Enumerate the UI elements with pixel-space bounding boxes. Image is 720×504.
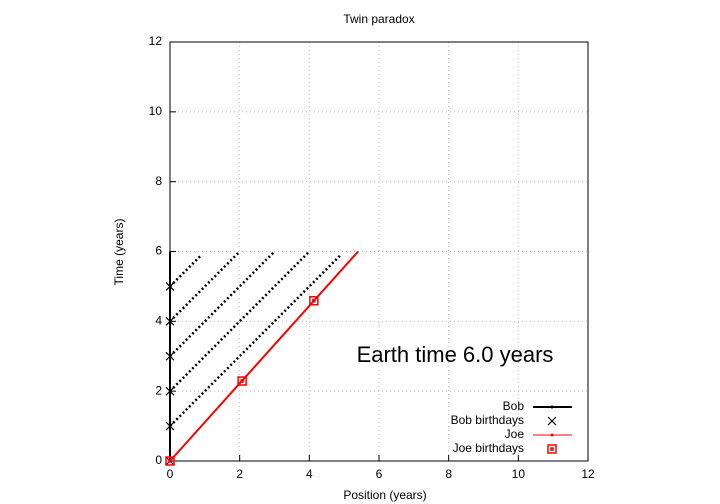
y-tick-label: 12 [149,34,163,48]
y-tick-label: 0 [155,453,162,467]
chart-title: Twin paradox [343,12,414,26]
light-signal [169,254,203,288]
annotation: Earth time 6.0 years [357,342,554,367]
y-tick-label: 4 [155,314,162,328]
legend-label: Joe birthdays [453,441,524,455]
x-tick-label: 6 [376,467,383,481]
y-tick-label: 8 [155,174,162,188]
legend-sample-dot [550,405,554,409]
y-tick-label: 6 [155,244,162,258]
y-axis-label: Time (years) [112,219,126,286]
x-tick-label: 12 [581,467,595,481]
y-tick-label: 2 [155,383,162,397]
legend-label: Bob [503,399,525,413]
legend-sample [547,444,557,454]
birthday-marker [165,421,175,431]
x-tick-label: 10 [512,467,526,481]
series-line [169,250,359,462]
birthday-marker [237,376,247,386]
birthday-marker [165,281,175,291]
x-tick-label: 2 [236,467,243,481]
birthday-marker [309,295,319,306]
x-tick-label: 0 [167,467,174,481]
birthday-marker [165,316,175,326]
legend-sample [547,416,557,426]
legend-label: Joe [505,427,525,441]
legend-label: Bob birthdays [451,413,524,427]
x-tick-label: 8 [445,467,452,481]
x-axis-label: Position (years) [343,488,426,502]
birthday-marker [165,456,175,466]
light-signal [169,254,342,427]
light-signal [169,250,241,323]
light-signal [169,250,276,358]
light-signal [169,250,311,393]
legend-sample-dot [550,433,554,437]
y-tick-label: 10 [149,104,163,118]
x-tick-label: 4 [306,467,313,481]
birthday-marker [165,351,175,361]
birthday-marker [165,386,175,396]
